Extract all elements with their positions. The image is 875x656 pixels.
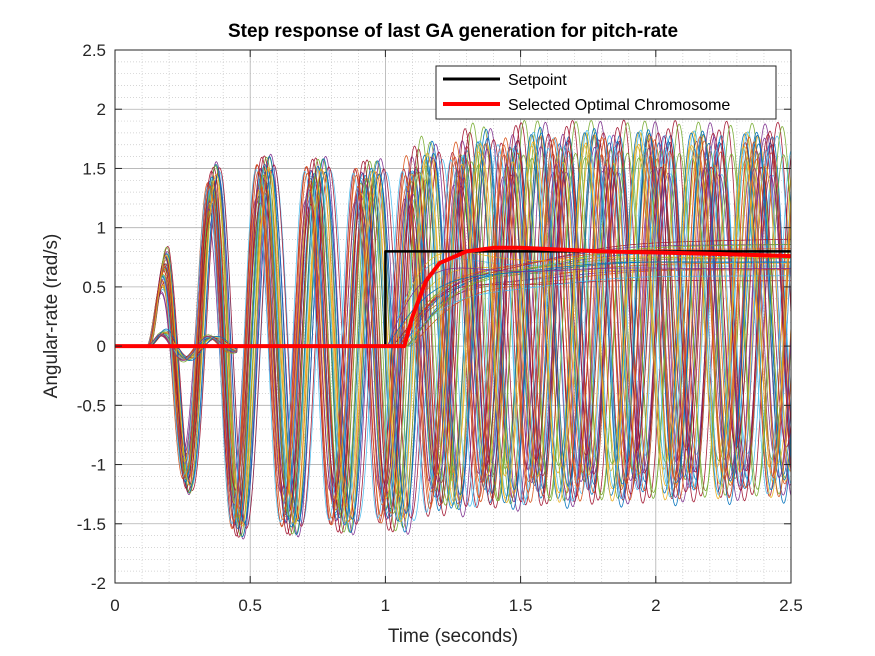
x-tick-label: 1 xyxy=(381,596,390,615)
population-curve xyxy=(115,132,791,529)
x-tick-label: 1.5 xyxy=(509,596,533,615)
population-curves xyxy=(115,119,791,540)
y-tick-label: -1.5 xyxy=(77,515,106,534)
y-tick-label: 0 xyxy=(97,337,106,356)
population-curve xyxy=(115,267,791,361)
x-tick-label: 0 xyxy=(110,596,119,615)
chart-title: Step response of last GA generation for … xyxy=(228,21,678,42)
population-curve xyxy=(115,147,791,525)
population-curve xyxy=(115,150,791,519)
legend-label-setpoint: Setpoint xyxy=(508,72,567,89)
axes-box xyxy=(114,49,792,584)
x-tick-label: 2 xyxy=(651,596,660,615)
tick-marks xyxy=(114,49,792,584)
y-tick-label: -0.5 xyxy=(77,396,106,415)
legend-label-optimal: Selected Optimal Chromosome xyxy=(508,97,730,114)
plot-area xyxy=(114,49,792,584)
x-tick-label: 2.5 xyxy=(779,596,803,615)
y-tick-label: -2 xyxy=(91,574,106,593)
optimal-chromosome-line xyxy=(115,245,791,349)
x-axis-label: Time (seconds) xyxy=(388,626,518,647)
x-tick-labels: 0 0.5 1 1.5 2 2.5 xyxy=(110,596,803,615)
population-curve xyxy=(115,124,791,537)
legend-box xyxy=(435,65,777,120)
y-tick-label: 1.5 xyxy=(82,159,106,178)
population-curve xyxy=(115,132,791,524)
population-curve xyxy=(115,141,791,527)
y-axis-label: Angular-rate (rad/s) xyxy=(41,234,62,399)
population-curve xyxy=(115,238,791,359)
y-tick-labels: -2 -1.5 -1 -0.5 0 0.5 1 1.5 2 2.5 xyxy=(77,41,106,593)
y-tick-label: 2 xyxy=(97,100,106,119)
named-series xyxy=(115,245,791,349)
population-curve xyxy=(115,164,791,506)
legend: Setpoint Selected Optimal Chromosome xyxy=(435,65,777,120)
y-tick-label: -1 xyxy=(91,456,106,475)
y-tick-label: 1 xyxy=(97,219,106,238)
population-curve xyxy=(115,136,791,522)
y-tick-label: 0.5 xyxy=(82,278,106,297)
x-tick-label: 0.5 xyxy=(238,596,262,615)
population-curve xyxy=(115,158,791,504)
y-tick-label: 2.5 xyxy=(82,41,106,60)
population-curve xyxy=(115,261,791,362)
